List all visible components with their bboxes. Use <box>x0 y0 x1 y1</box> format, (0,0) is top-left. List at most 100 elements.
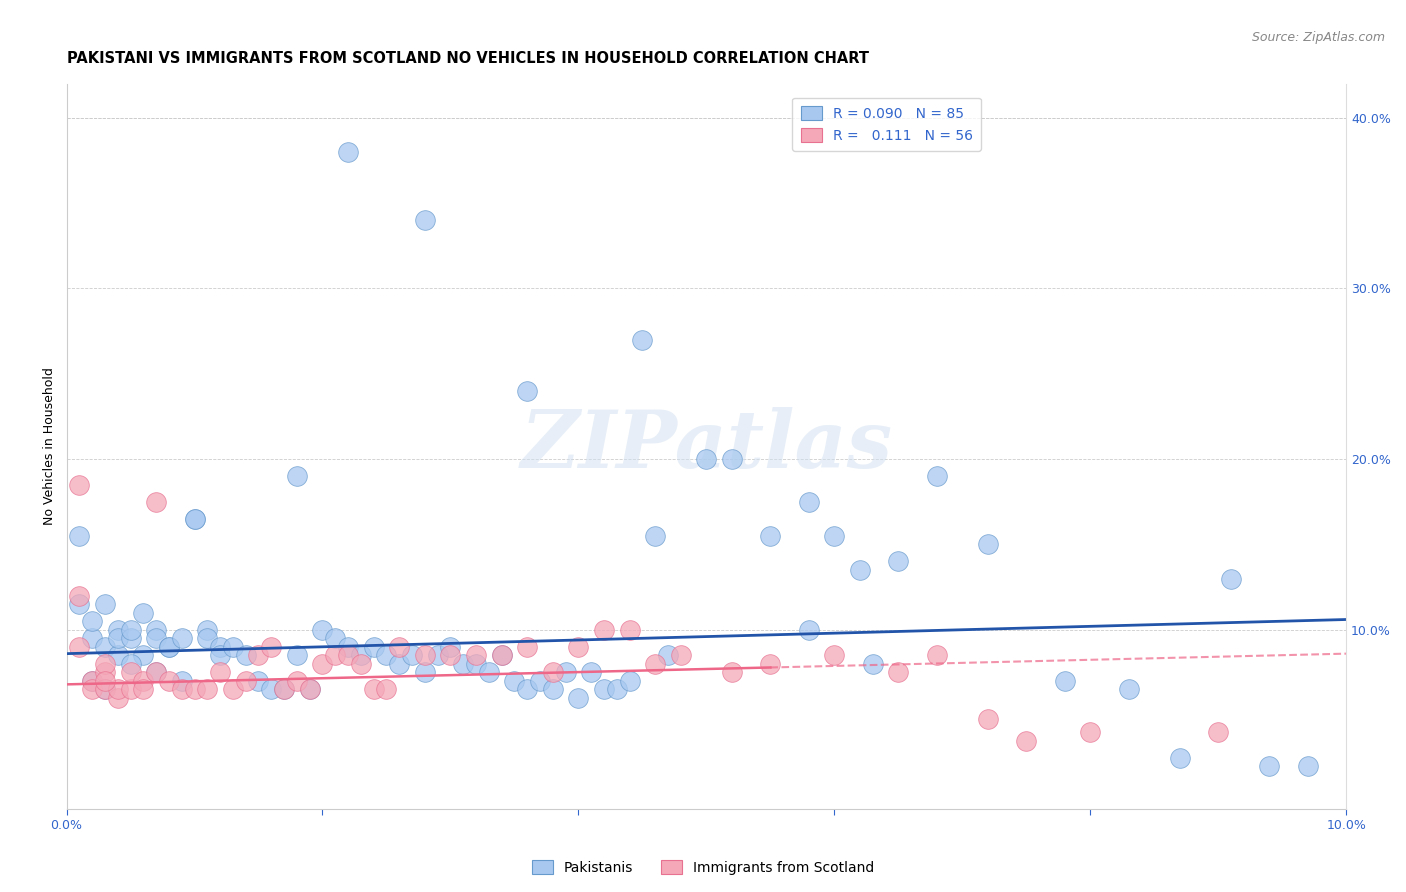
Point <box>1220 572 1243 586</box>
Point <box>631 333 654 347</box>
Point <box>925 469 948 483</box>
Point <box>311 623 333 637</box>
Point <box>887 554 910 568</box>
Point <box>581 665 603 680</box>
Point <box>516 640 538 654</box>
Point <box>273 682 295 697</box>
Point <box>644 529 666 543</box>
Point <box>413 665 436 680</box>
Point <box>67 529 90 543</box>
Point <box>82 614 104 628</box>
Point <box>426 648 449 663</box>
Point <box>413 648 436 663</box>
Point <box>94 597 117 611</box>
Point <box>273 682 295 697</box>
Point <box>323 632 346 646</box>
Point <box>887 665 910 680</box>
Point <box>285 648 308 663</box>
Point <box>363 682 385 697</box>
Point <box>107 648 129 663</box>
Point <box>209 648 232 663</box>
Point <box>94 682 117 697</box>
Point <box>797 623 820 637</box>
Point <box>107 632 129 646</box>
Point <box>759 657 782 671</box>
Point <box>94 673 117 688</box>
Point <box>554 665 576 680</box>
Point <box>298 682 321 697</box>
Point <box>977 712 1000 726</box>
Point <box>94 665 117 680</box>
Point <box>669 648 692 663</box>
Point <box>67 597 90 611</box>
Point <box>132 648 155 663</box>
Point <box>247 673 270 688</box>
Point <box>94 682 117 697</box>
Point <box>209 665 232 680</box>
Point <box>183 512 205 526</box>
Point <box>465 648 488 663</box>
Point <box>350 657 373 671</box>
Point <box>107 623 129 637</box>
Point <box>120 632 142 646</box>
Point <box>823 648 845 663</box>
Point <box>247 648 270 663</box>
Point <box>1296 759 1319 773</box>
Point <box>120 665 142 680</box>
Point <box>183 512 205 526</box>
Point <box>82 673 104 688</box>
Point <box>721 452 744 467</box>
Point <box>337 648 360 663</box>
Point <box>516 384 538 398</box>
Point <box>183 682 205 697</box>
Point <box>1118 682 1140 697</box>
Point <box>132 606 155 620</box>
Point <box>644 657 666 671</box>
Point <box>1053 673 1076 688</box>
Point <box>311 657 333 671</box>
Point <box>491 648 513 663</box>
Point <box>235 648 257 663</box>
Point <box>375 682 398 697</box>
Point <box>145 632 167 646</box>
Text: PAKISTANI VS IMMIGRANTS FROM SCOTLAND NO VEHICLES IN HOUSEHOLD CORRELATION CHART: PAKISTANI VS IMMIGRANTS FROM SCOTLAND NO… <box>66 51 869 66</box>
Y-axis label: No Vehicles in Household: No Vehicles in Household <box>44 368 56 525</box>
Point <box>567 640 589 654</box>
Point <box>285 673 308 688</box>
Point <box>1258 759 1281 773</box>
Point <box>120 657 142 671</box>
Point <box>195 623 218 637</box>
Point <box>541 682 564 697</box>
Point <box>567 691 589 706</box>
Point <box>94 640 117 654</box>
Point <box>67 640 90 654</box>
Point <box>695 452 717 467</box>
Point <box>67 589 90 603</box>
Point <box>170 632 193 646</box>
Point <box>82 673 104 688</box>
Point <box>145 494 167 508</box>
Point <box>797 494 820 508</box>
Point <box>1168 751 1191 765</box>
Point <box>132 682 155 697</box>
Point <box>132 673 155 688</box>
Point <box>222 682 245 697</box>
Point <box>388 657 411 671</box>
Point <box>401 648 423 663</box>
Point <box>439 648 461 663</box>
Point <box>120 623 142 637</box>
Point <box>145 665 167 680</box>
Point <box>323 648 346 663</box>
Point <box>337 640 360 654</box>
Point <box>759 529 782 543</box>
Point <box>157 640 180 654</box>
Point <box>862 657 884 671</box>
Text: ZIPatlas: ZIPatlas <box>520 408 893 485</box>
Text: Source: ZipAtlas.com: Source: ZipAtlas.com <box>1251 31 1385 45</box>
Point <box>375 648 398 663</box>
Point <box>451 657 474 671</box>
Point <box>260 682 283 697</box>
Point <box>823 529 845 543</box>
Point <box>170 673 193 688</box>
Point <box>82 632 104 646</box>
